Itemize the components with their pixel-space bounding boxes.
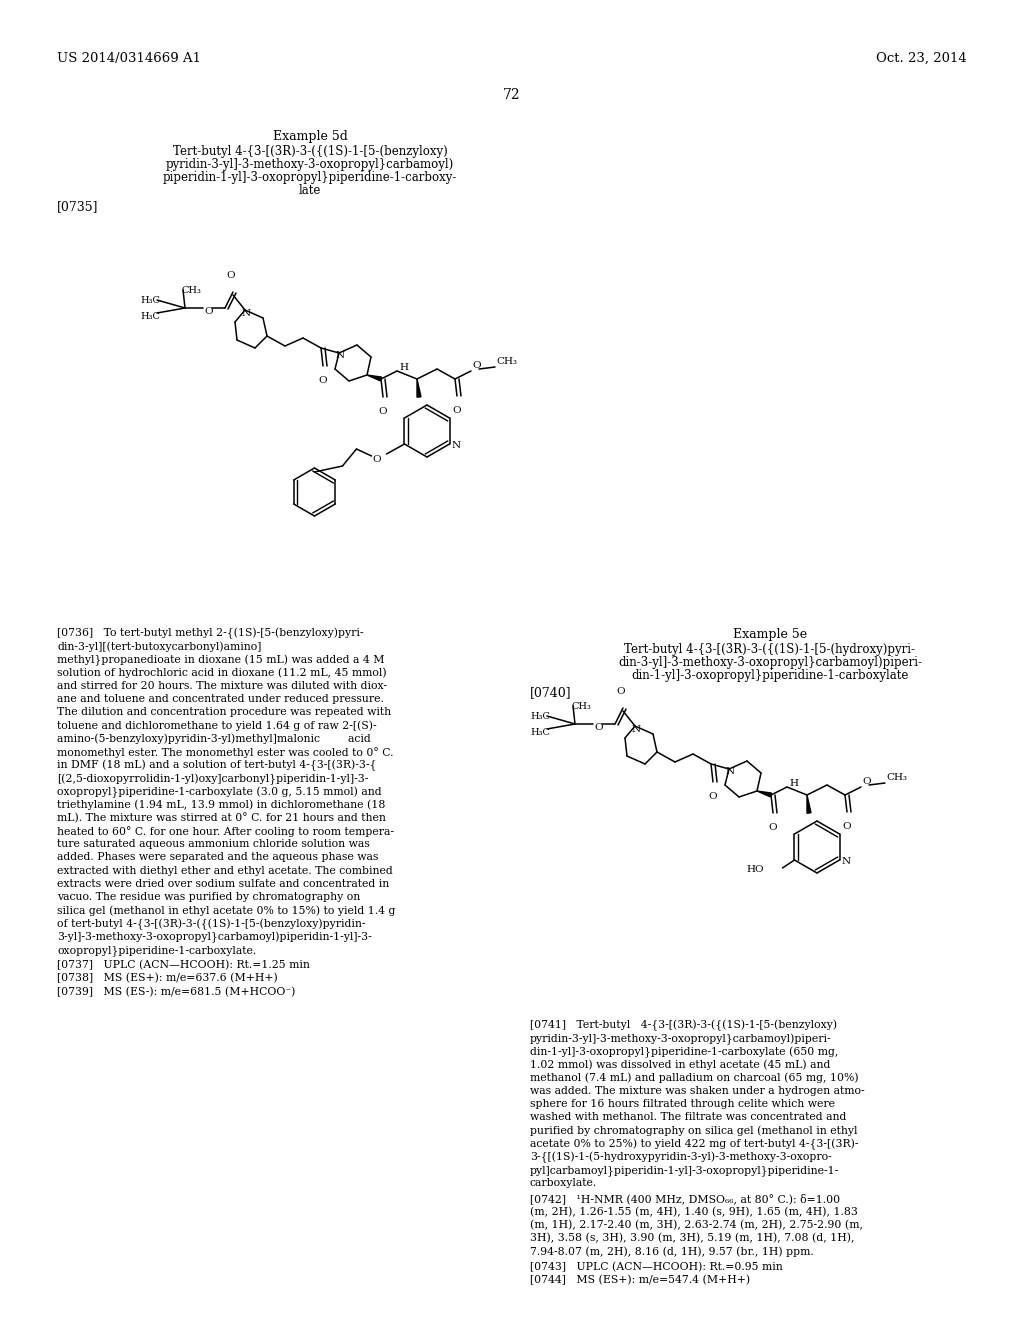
Text: toluene and dichloromethane to yield 1.64 g of raw 2-[(S)-: toluene and dichloromethane to yield 1.6…	[57, 721, 377, 731]
Text: O: O	[769, 822, 777, 832]
Text: [0739]   MS (ES-): m/e=681.5 (M+HCOO⁻): [0739] MS (ES-): m/e=681.5 (M+HCOO⁻)	[57, 986, 295, 997]
Text: pyridin-3-yl]-3-methoxy-3-oxopropyl}carbamoyl)piperi-: pyridin-3-yl]-3-methoxy-3-oxopropyl}carb…	[530, 1034, 831, 1044]
Text: added. Phases were separated and the aqueous phase was: added. Phases were separated and the aqu…	[57, 853, 379, 862]
Text: mL). The mixture was stirred at 0° C. for 21 hours and then: mL). The mixture was stirred at 0° C. fo…	[57, 813, 386, 824]
Text: 72: 72	[503, 88, 521, 102]
Text: 3H), 3.58 (s, 3H), 3.90 (m, 3H), 5.19 (m, 1H), 7.08 (d, 1H),: 3H), 3.58 (s, 3H), 3.90 (m, 3H), 5.19 (m…	[530, 1233, 854, 1243]
Text: extracts were dried over sodium sulfate and concentrated in: extracts were dried over sodium sulfate …	[57, 879, 389, 888]
Text: methanol (7.4 mL) and palladium on charcoal (65 mg, 10%): methanol (7.4 mL) and palladium on charc…	[530, 1073, 859, 1084]
Text: N: N	[725, 767, 734, 776]
Text: triethylamine (1.94 mL, 13.9 mmol) in dichloromethane (18: triethylamine (1.94 mL, 13.9 mmol) in di…	[57, 800, 385, 810]
Text: 1.02 mmol) was dissolved in ethyl acetate (45 mL) and: 1.02 mmol) was dissolved in ethyl acetat…	[530, 1060, 830, 1071]
Text: CH₃: CH₃	[572, 702, 592, 711]
Text: [0744]   MS (ES+): m/e=547.4 (M+H+): [0744] MS (ES+): m/e=547.4 (M+H+)	[530, 1275, 751, 1286]
Text: solution of hydrochloric acid in dioxane (11.2 mL, 45 mmol): solution of hydrochloric acid in dioxane…	[57, 668, 387, 678]
Text: O: O	[709, 792, 718, 801]
Text: acetate 0% to 25%) to yield 422 mg of tert-butyl 4-{3-[(3R)-: acetate 0% to 25%) to yield 422 mg of te…	[530, 1139, 858, 1150]
Polygon shape	[807, 795, 811, 813]
Polygon shape	[757, 791, 771, 797]
Text: oxopropyl}piperidine-1-carboxylate (3.0 g, 5.15 mmol) and: oxopropyl}piperidine-1-carboxylate (3.0 …	[57, 787, 382, 797]
Polygon shape	[417, 379, 421, 397]
Text: O: O	[843, 822, 851, 832]
Text: Example 5d: Example 5d	[272, 129, 347, 143]
Text: and stirred for 20 hours. The mixture was diluted with diox-: and stirred for 20 hours. The mixture wa…	[57, 681, 387, 690]
Text: H₃C: H₃C	[530, 729, 550, 737]
Text: pyl]carbamoyl}piperidin-1-yl]-3-oxopropyl}piperidine-1-: pyl]carbamoyl}piperidin-1-yl]-3-oxopropy…	[530, 1166, 840, 1176]
Text: ane and toluene and concentrated under reduced pressure.: ane and toluene and concentrated under r…	[57, 694, 384, 704]
Text: CH₃: CH₃	[496, 356, 517, 366]
Text: O: O	[318, 376, 328, 385]
Text: din-1-yl]-3-oxopropyl}piperidine-1-carboxylate: din-1-yl]-3-oxopropyl}piperidine-1-carbo…	[632, 669, 908, 682]
Text: methyl}propanedioate in dioxane (15 mL) was added a 4 M: methyl}propanedioate in dioxane (15 mL) …	[57, 655, 384, 665]
Text: was added. The mixture was shaken under a hydrogen atmo-: was added. The mixture was shaken under …	[530, 1086, 864, 1096]
Text: [0736]   To tert-butyl methyl 2-{(1S)-[5-(benzyloxy)pyri-: [0736] To tert-butyl methyl 2-{(1S)-[5-(…	[57, 628, 364, 639]
Text: O: O	[862, 776, 870, 785]
Text: O: O	[379, 407, 387, 416]
Text: din-3-yl]-3-methoxy-3-oxopropyl}carbamoyl)piperi-: din-3-yl]-3-methoxy-3-oxopropyl}carbamoy…	[618, 656, 922, 669]
Text: (m, 1H), 2.17-2.40 (m, 3H), 2.63-2.74 (m, 2H), 2.75-2.90 (m,: (m, 1H), 2.17-2.40 (m, 3H), 2.63-2.74 (m…	[530, 1220, 863, 1230]
Text: The dilution and concentration procedure was repeated with: The dilution and concentration procedure…	[57, 708, 391, 717]
Text: [0742]   ¹H-NMR (400 MHz, DMSO₆₆, at 80° C.): δ=1.00: [0742] ¹H-NMR (400 MHz, DMSO₆₆, at 80° C…	[530, 1193, 840, 1204]
Text: monomethyl ester. The monomethyl ester was cooled to 0° C.: monomethyl ester. The monomethyl ester w…	[57, 747, 393, 758]
Text: [0738]   MS (ES+): m/e=637.6 (M+H+): [0738] MS (ES+): m/e=637.6 (M+H+)	[57, 973, 278, 983]
Text: O: O	[616, 686, 626, 696]
Text: washed with methanol. The filtrate was concentrated and: washed with methanol. The filtrate was c…	[530, 1113, 847, 1122]
Text: [0743]   UPLC (ACN—HCOOH): Rt.=0.95 min: [0743] UPLC (ACN—HCOOH): Rt.=0.95 min	[530, 1262, 782, 1272]
Text: Tert-butyl 4-{3-[(3R)-3-({(1S)-1-[5-(benzyloxy): Tert-butyl 4-{3-[(3R)-3-({(1S)-1-[5-(ben…	[173, 145, 447, 158]
Text: Tert-butyl 4-{3-[(3R)-3-({(1S)-1-[5-(hydroxy)pyri-: Tert-butyl 4-{3-[(3R)-3-({(1S)-1-[5-(hyd…	[625, 643, 915, 656]
Text: [0740]: [0740]	[530, 686, 571, 700]
Text: O: O	[594, 722, 603, 731]
Text: O: O	[472, 360, 480, 370]
Text: H₃C: H₃C	[140, 312, 160, 321]
Text: silica gel (methanol in ethyl acetate 0% to 15%) to yield 1.4 g: silica gel (methanol in ethyl acetate 0%…	[57, 906, 395, 916]
Text: CH₃: CH₃	[886, 772, 907, 781]
Text: [0735]: [0735]	[57, 201, 98, 213]
Text: O: O	[372, 454, 381, 463]
Text: O: O	[204, 306, 213, 315]
Text: sphere for 16 hours filtrated through celite which were: sphere for 16 hours filtrated through ce…	[530, 1100, 835, 1109]
Text: pyridin-3-yl]-3-methoxy-3-oxopropyl}carbamoyl): pyridin-3-yl]-3-methoxy-3-oxopropyl}carb…	[166, 158, 454, 172]
Text: US 2014/0314669 A1: US 2014/0314669 A1	[57, 51, 201, 65]
Text: Oct. 23, 2014: Oct. 23, 2014	[877, 51, 967, 65]
Text: H₃C: H₃C	[530, 711, 550, 721]
Text: N: N	[632, 725, 641, 734]
Text: carboxylate.: carboxylate.	[530, 1179, 597, 1188]
Text: in DMF (18 mL) and a solution of tert-butyl 4-{3-[(3R)-3-{: in DMF (18 mL) and a solution of tert-bu…	[57, 760, 377, 771]
Text: O: O	[226, 271, 236, 280]
Text: 3-{[(1S)-1-(5-hydroxypyridin-3-yl)-3-methoxy-3-oxopro-: 3-{[(1S)-1-(5-hydroxypyridin-3-yl)-3-met…	[530, 1152, 831, 1163]
Text: Example 5e: Example 5e	[733, 628, 807, 642]
Text: amino-(5-benzyloxy)pyridin-3-yl)methyl]malonic        acid: amino-(5-benzyloxy)pyridin-3-yl)methyl]m…	[57, 734, 371, 744]
Text: [0741]   Tert-butyl   4-{3-[(3R)-3-({(1S)-1-[5-(benzyloxy): [0741] Tert-butyl 4-{3-[(3R)-3-({(1S)-1-…	[530, 1020, 838, 1031]
Text: CH₃: CH₃	[182, 286, 202, 294]
Text: H₃C: H₃C	[140, 296, 160, 305]
Text: HO: HO	[746, 866, 765, 874]
Text: N: N	[842, 858, 851, 866]
Text: piperidin-1-yl]-3-oxopropyl}piperidine-1-carboxy-: piperidin-1-yl]-3-oxopropyl}piperidine-1…	[163, 172, 457, 183]
Text: din-1-yl]-3-oxopropyl}piperidine-1-carboxylate (650 mg,: din-1-yl]-3-oxopropyl}piperidine-1-carbo…	[530, 1047, 839, 1057]
Text: [(2,5-dioxopyrrolidin-1-yl)oxy]carbonyl}piperidin-1-yl]-3-: [(2,5-dioxopyrrolidin-1-yl)oxy]carbonyl}…	[57, 774, 369, 784]
Text: N: N	[336, 351, 344, 360]
Polygon shape	[367, 375, 382, 381]
Text: N: N	[242, 309, 251, 318]
Text: purified by chromatography on silica gel (methanol in ethyl: purified by chromatography on silica gel…	[530, 1126, 857, 1137]
Text: extracted with diethyl ether and ethyl acetate. The combined: extracted with diethyl ether and ethyl a…	[57, 866, 393, 875]
Text: [0737]   UPLC (ACN—HCOOH): Rt.=1.25 min: [0737] UPLC (ACN—HCOOH): Rt.=1.25 min	[57, 960, 310, 970]
Text: oxopropyl}piperidine-1-carboxylate.: oxopropyl}piperidine-1-carboxylate.	[57, 945, 256, 956]
Text: din-3-yl][(tert-butoxycarbonyl)amino]: din-3-yl][(tert-butoxycarbonyl)amino]	[57, 642, 261, 652]
Text: ture saturated aqueous ammonium chloride solution was: ture saturated aqueous ammonium chloride…	[57, 840, 370, 849]
Text: H: H	[790, 779, 798, 788]
Text: O: O	[453, 407, 462, 414]
Text: 3-yl]-3-methoxy-3-oxopropyl}carbamoyl)piperidin-1-yl]-3-: 3-yl]-3-methoxy-3-oxopropyl}carbamoyl)pi…	[57, 932, 372, 942]
Text: H: H	[399, 363, 408, 371]
Text: late: late	[299, 183, 322, 197]
Text: of tert-butyl 4-{3-[(3R)-3-({(1S)-1-[5-(benzyloxy)pyridin-: of tert-butyl 4-{3-[(3R)-3-({(1S)-1-[5-(…	[57, 919, 366, 929]
Text: heated to 60° C. for one hour. After cooling to room tempera-: heated to 60° C. for one hour. After coo…	[57, 826, 394, 837]
Text: 7.94-8.07 (m, 2H), 8.16 (d, 1H), 9.57 (br., 1H) ppm.: 7.94-8.07 (m, 2H), 8.16 (d, 1H), 9.57 (b…	[530, 1246, 814, 1257]
Text: (m, 2H), 1.26-1.55 (m, 4H), 1.40 (s, 9H), 1.65 (m, 4H), 1.83: (m, 2H), 1.26-1.55 (m, 4H), 1.40 (s, 9H)…	[530, 1206, 858, 1217]
Text: N: N	[452, 441, 461, 450]
Text: vacuo. The residue was purified by chromatography on: vacuo. The residue was purified by chrom…	[57, 892, 360, 902]
